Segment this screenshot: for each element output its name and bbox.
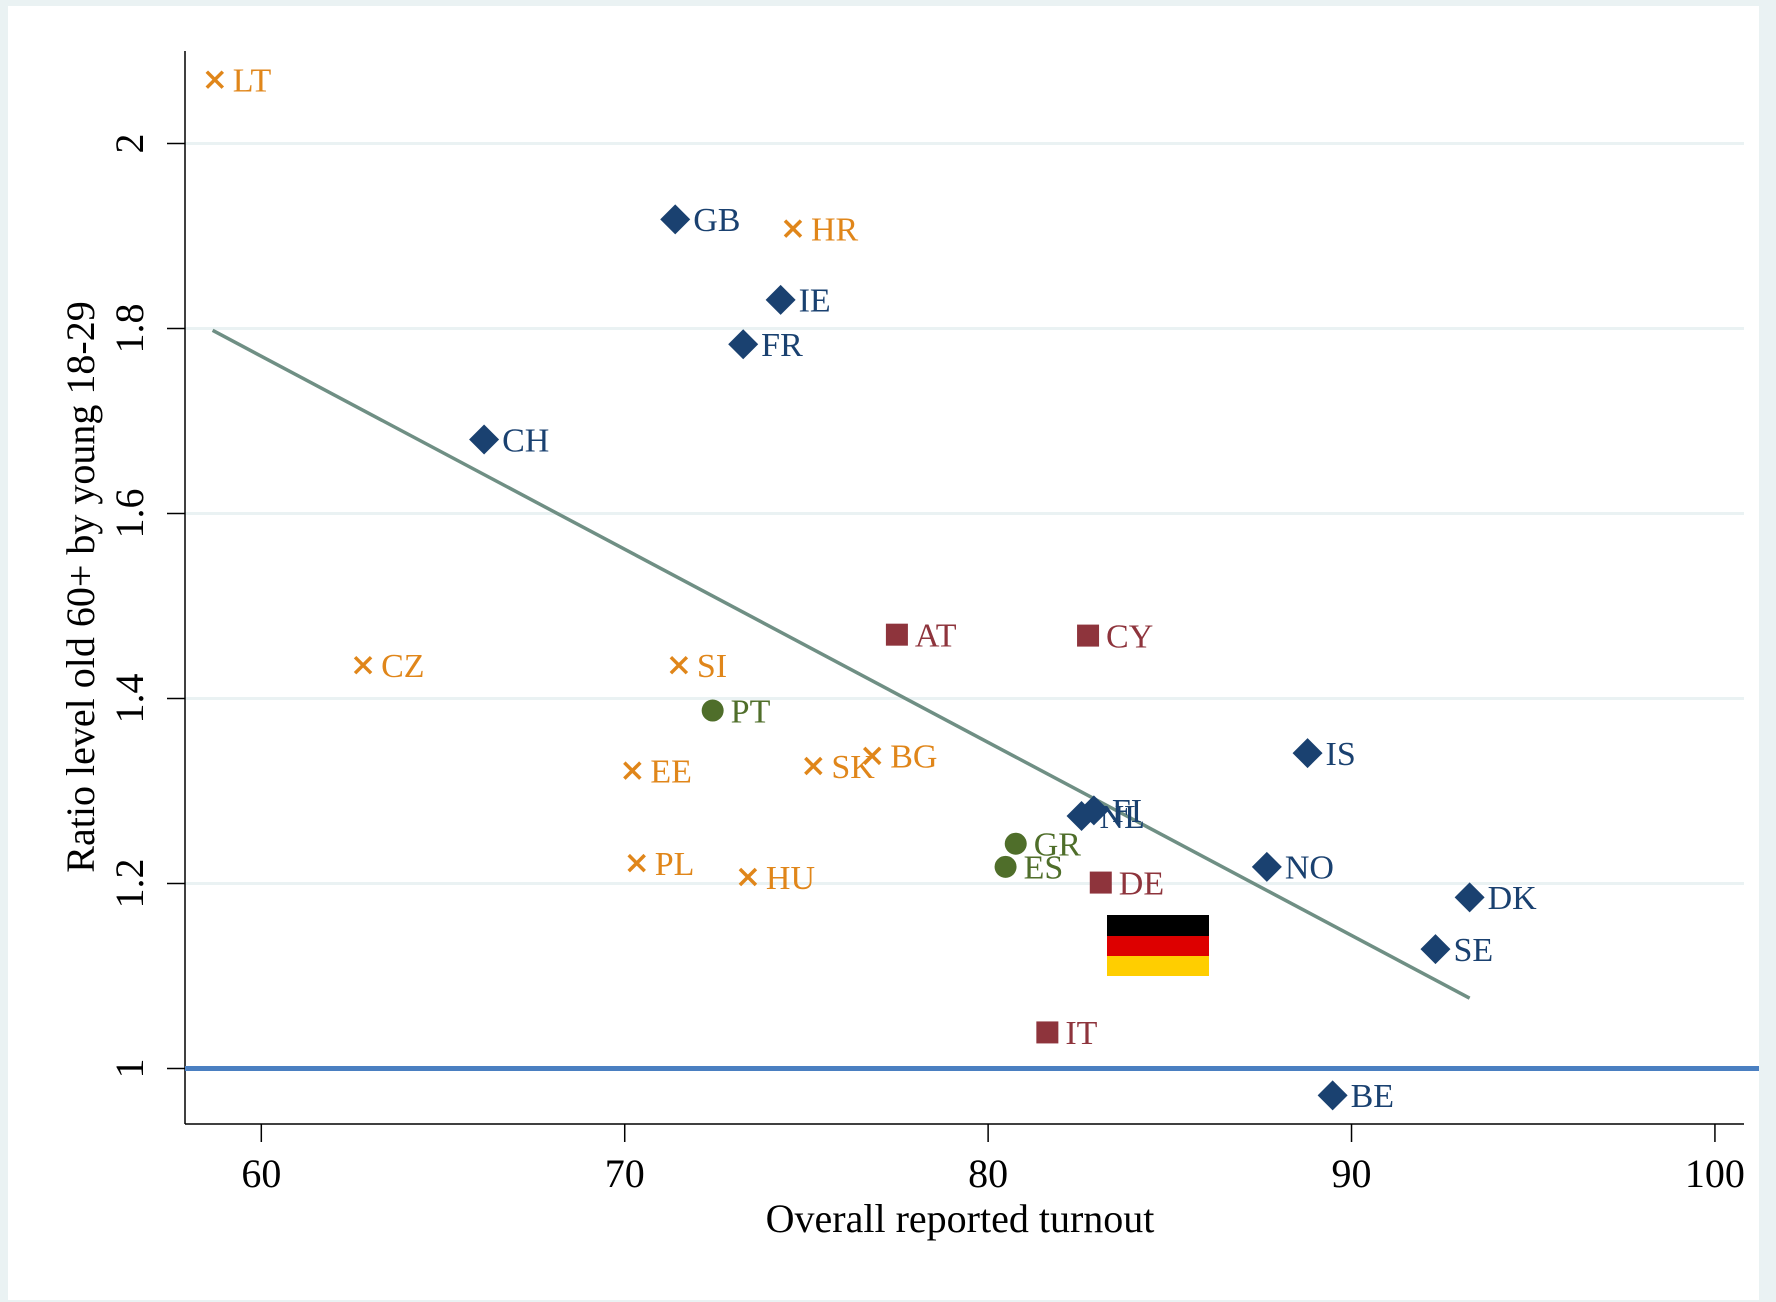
point — [627, 853, 646, 873]
fit-line — [211, 328, 1471, 1000]
point-label: GB — [693, 202, 740, 239]
y-tick-label: 1.6 — [107, 489, 152, 539]
y-axis-title: Ratio level old 60+ by young 18-29 — [58, 301, 103, 872]
point — [862, 746, 882, 766]
x-tick-label: 70 — [605, 1151, 645, 1196]
point — [738, 867, 758, 887]
point-label: CH — [502, 422, 549, 459]
point-label: SI — [697, 648, 727, 685]
point — [701, 699, 724, 722]
point — [1454, 882, 1485, 913]
point-label: HR — [811, 211, 859, 248]
point-label: BG — [890, 739, 937, 776]
point — [1077, 624, 1100, 647]
point — [1420, 934, 1451, 965]
point-label: IE — [799, 283, 831, 320]
point-label: NO — [1285, 850, 1334, 887]
point-label: SE — [1453, 932, 1493, 969]
point-label: ES — [1024, 850, 1064, 887]
flag-stripe — [1107, 936, 1209, 956]
point — [469, 424, 500, 455]
y-tick-label: 2 — [107, 134, 152, 154]
point-label: NL — [1100, 799, 1145, 836]
point — [623, 761, 642, 780]
point-label: DE — [1119, 865, 1164, 902]
point-label: LT — [233, 62, 272, 99]
point-label: PT — [731, 693, 771, 730]
point-label: BE — [1351, 1078, 1394, 1115]
y-tick-label: 1.8 — [107, 304, 152, 354]
point-label: CZ — [381, 648, 424, 685]
point-label: AT — [915, 617, 957, 654]
point-label: PL — [655, 846, 695, 883]
point-label: FR — [761, 327, 803, 364]
x-axis-title: Overall reported turnout — [766, 1196, 1155, 1241]
point — [669, 655, 689, 675]
x-tick-label: 80 — [968, 1151, 1008, 1196]
x-tick-label: 100 — [1685, 1151, 1745, 1196]
point-label: FI — [1112, 793, 1142, 830]
flag-stripe — [1107, 956, 1209, 976]
y-tick-label: 1.4 — [107, 674, 152, 724]
y-tick-label: 1.2 — [107, 859, 152, 909]
point-label: IT — [1065, 1015, 1097, 1052]
point — [1292, 738, 1323, 769]
point-label: SK — [831, 749, 875, 786]
point — [728, 329, 759, 360]
point — [783, 219, 803, 238]
point — [804, 756, 823, 776]
point-label: GR — [1034, 827, 1082, 864]
x-tick-label: 90 — [1332, 1151, 1372, 1196]
point — [1251, 851, 1282, 882]
point — [994, 855, 1017, 878]
point-label: IS — [1326, 736, 1356, 773]
point-label: CY — [1106, 618, 1153, 655]
panel — [8, 6, 1759, 1300]
point — [1004, 832, 1027, 855]
point — [1317, 1080, 1348, 1111]
point — [353, 655, 373, 675]
y-tick-label: 1 — [107, 1059, 152, 1079]
flag-stripe — [1107, 915, 1209, 936]
point — [765, 284, 796, 315]
german-flag — [1107, 915, 1209, 976]
point — [1089, 871, 1112, 894]
point — [885, 623, 908, 646]
point-label: HU — [766, 860, 815, 897]
point-label: EE — [650, 753, 692, 790]
point — [1066, 800, 1097, 831]
point-label: DK — [1488, 880, 1538, 917]
point — [660, 204, 691, 235]
point — [1036, 1021, 1059, 1044]
x-tick-label: 60 — [241, 1151, 281, 1196]
point — [205, 70, 225, 89]
